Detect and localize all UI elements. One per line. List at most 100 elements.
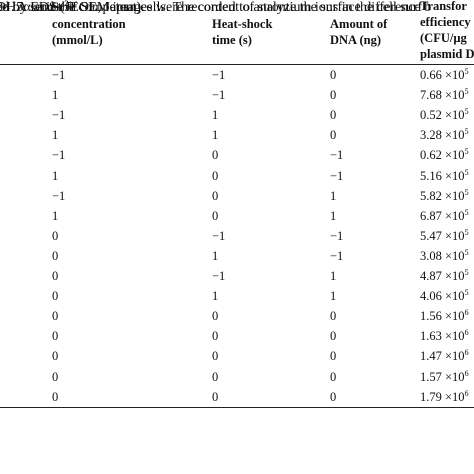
cell-exponent: 6 [464, 388, 469, 398]
cell-value: 5.47 ×10 [420, 228, 465, 243]
table-cell: 0.62 ×105 [420, 148, 469, 163]
cell-value: 6.87 ×10 [420, 208, 465, 223]
table-cell: −1 [52, 188, 66, 203]
table-cell: 0 [330, 349, 337, 364]
table-cell: 1 [330, 188, 337, 203]
table-cell: 5.82 ×105 [420, 187, 469, 203]
table-cell: 0 [52, 349, 59, 364]
table-cell: 5.47 ×105 [420, 227, 469, 243]
cell-exponent: 5 [464, 66, 469, 76]
table-cell: 1 [212, 289, 219, 304]
cell-exponent: 5 [464, 127, 469, 137]
table-cell: 4.87 ×105 [420, 267, 469, 283]
table-cell: 7.68 ×105 [420, 86, 469, 103]
cell-exponent: 5 [464, 207, 469, 217]
cell-value: 0.62 ×10 [420, 148, 465, 163]
table-cell: 1 [52, 88, 59, 103]
table-cell: 1.57 ×106 [420, 368, 469, 384]
table-cell: 0 [330, 108, 337, 123]
table-cell: 0 [330, 128, 337, 143]
header-text: Sr [52, 0, 65, 14]
table-cell: 0 [52, 269, 59, 283]
paragraph-line: DH5α and the competent cells. The conten… [0, 0, 423, 15]
cell-value: 0.66 ×10 [420, 68, 465, 82]
cell-exponent: 6 [464, 328, 469, 338]
header-text: Amount of [330, 17, 388, 31]
table-cell: −1 [330, 228, 344, 243]
header-text: (CFU/µg [420, 31, 467, 45]
paragraph-line: 0×. A series of SEM images were recorded… [0, 0, 432, 15]
header-text: concentration [52, 17, 126, 31]
table-cell: 0 [52, 248, 59, 263]
table-cell: 1 [52, 128, 59, 143]
header-rule [0, 64, 474, 65]
table-cell: 1 [212, 128, 219, 143]
cell-exponent: 5 [464, 167, 469, 177]
table-cell: 0 [212, 148, 219, 163]
cell-value: 1.63 ×10 [420, 329, 465, 344]
table-cell: −1 [212, 269, 226, 283]
cell-value: 5.16 ×10 [420, 168, 465, 183]
table-cell: 0 [330, 369, 337, 384]
table-cell: 1.63 ×106 [420, 328, 469, 344]
table-cell: −1 [212, 228, 226, 243]
header-text: efficiency [420, 15, 471, 29]
table-cell: 0 [212, 349, 219, 364]
table-cell: 0 [330, 309, 337, 324]
cell-exponent: 5 [464, 227, 469, 237]
table-cell: 3.08 ×105 [420, 248, 469, 263]
header-text: (mmol/L) [52, 33, 103, 47]
cell-value: 0.52 ×10 [420, 108, 465, 123]
table-cell: 0 [212, 208, 219, 223]
cell-exponent: 5 [464, 86, 469, 96]
table-cell: 0 [52, 289, 59, 304]
table-cell: 1 [52, 168, 59, 183]
table-cell: 0 [52, 369, 59, 384]
cell-exponent: 6 [464, 368, 469, 378]
table-cell: 1 [52, 208, 59, 223]
table-cell: 0 [330, 68, 337, 82]
table-cell: 0.52 ×105 [420, 107, 469, 123]
table-cell: 1.56 ×106 [420, 308, 469, 324]
cell-value: 1.79 ×10 [420, 389, 465, 404]
header-text: time (s) [212, 33, 252, 47]
table-cell: 0 [212, 329, 219, 344]
table-cell: 0 [52, 228, 59, 243]
table-cell: 0 [212, 188, 219, 203]
table-cell: 1 [330, 289, 337, 304]
cell-value: 4.06 ×10 [420, 289, 465, 304]
table-cell: 4.06 ×105 [420, 288, 469, 304]
table-cell: 0 [212, 168, 219, 183]
cell-value: 1.57 ×10 [420, 369, 465, 384]
cell-exponent: 5 [464, 267, 469, 277]
table-cell: 0 [52, 309, 59, 324]
cell-value: 4.87 ×10 [420, 269, 465, 283]
cell-exponent: 5 [464, 107, 469, 117]
cell-exponent: 5 [464, 187, 469, 197]
cell-value: 7.68 ×10 [420, 88, 465, 103]
table-cell: 1 [330, 208, 337, 223]
cell-value: 1.47 ×10 [420, 349, 465, 364]
cell-value: 3.28 ×10 [420, 128, 465, 143]
table-cell: −1 [52, 68, 66, 82]
table-cell: −1 [330, 148, 344, 163]
table-cell: −1 [52, 148, 66, 163]
table-cell: 3.28 ×105 [420, 127, 469, 143]
table-cell: 6.87 ×105 [420, 207, 469, 223]
table-cell: 0 [330, 329, 337, 344]
table-bottom-rule [0, 407, 474, 408]
table-cell: 5.16 ×105 [420, 167, 469, 183]
table-cell: 1 [212, 248, 219, 263]
table-cell: −1 [212, 68, 226, 82]
header-cell: Sr2+ [52, 0, 73, 14]
header-text: plasmid D [420, 47, 474, 61]
table-cell: 0 [212, 309, 219, 324]
cell-exponent: 6 [464, 308, 469, 318]
table-cell: −1 [212, 88, 226, 103]
header-text: Heat-shock [212, 17, 273, 31]
table-cell: −1 [52, 108, 66, 123]
table-cell: 0.66 ×105 [420, 66, 469, 82]
table-cell: 0 [212, 389, 219, 404]
table-cell: 0 [52, 329, 59, 344]
table-cell: 1 [330, 269, 337, 283]
